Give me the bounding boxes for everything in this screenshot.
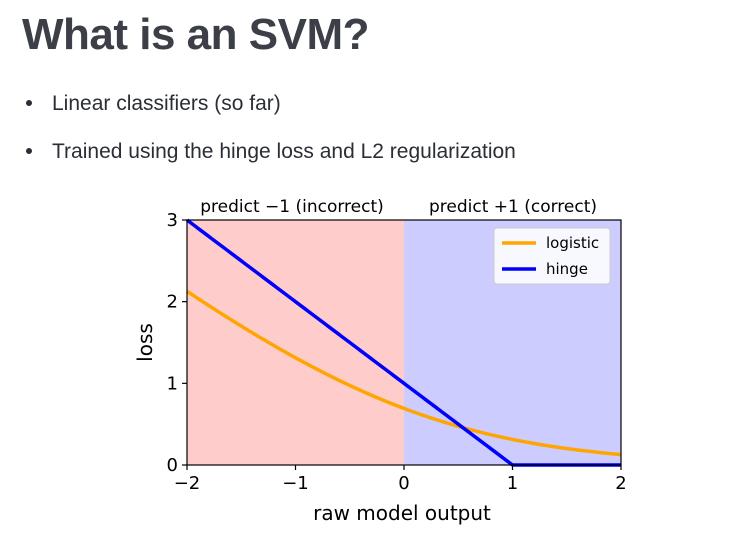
x-tick-label: −2 — [174, 473, 201, 494]
bullet-list: Linear classifiers (so far) Trained usin… — [26, 92, 516, 188]
x-tick-label: −1 — [282, 473, 309, 494]
y-tick-label: 2 — [167, 292, 178, 313]
region-label: predict −1 (incorrect) — [200, 197, 384, 217]
legend-label: logistic — [546, 234, 599, 252]
bullet-dot — [26, 148, 32, 154]
region-incorrect — [187, 220, 404, 465]
bullet-item: Linear classifiers (so far) — [26, 92, 516, 140]
y-tick-label: 1 — [167, 373, 178, 394]
bullet-item: Trained using the hinge loss and L2 regu… — [26, 140, 516, 188]
x-tick-label: 2 — [615, 473, 626, 494]
bullet-dot — [26, 100, 32, 106]
x-axis-label: raw model output — [313, 501, 491, 525]
x-tick-label: 0 — [398, 473, 409, 494]
y-axis-label: loss — [133, 323, 157, 362]
slide-title: What is an SVM? — [22, 10, 369, 59]
x-tick-label: 1 — [507, 473, 518, 494]
legend-label: hinge — [546, 260, 588, 278]
y-tick-label: 0 — [167, 455, 178, 476]
region-label: predict +1 (correct) — [429, 197, 597, 217]
y-tick-label: 3 — [167, 210, 178, 231]
bullet-text: Trained using the hinge loss and L2 regu… — [52, 140, 516, 163]
bullet-text: Linear classifiers (so far) — [52, 92, 281, 115]
series-line-logistic — [186, 289, 622, 457]
